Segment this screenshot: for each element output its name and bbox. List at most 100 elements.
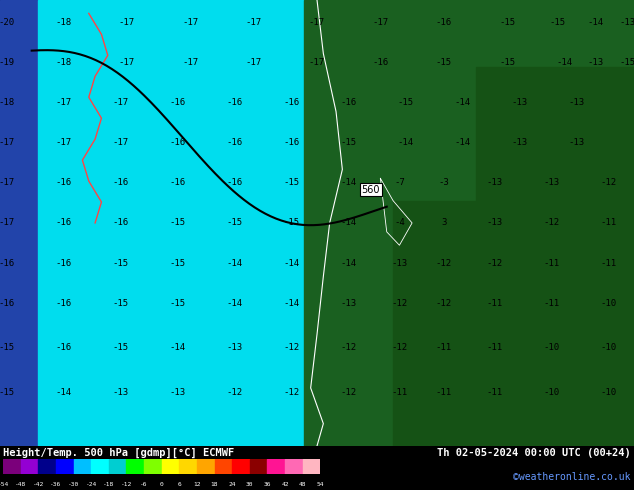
Text: -11: -11 <box>600 219 617 227</box>
Text: -18: -18 <box>103 482 115 487</box>
Text: -16: -16 <box>55 219 72 227</box>
Bar <box>0 0 63 446</box>
Text: -10: -10 <box>600 299 617 308</box>
Text: -10: -10 <box>600 388 617 397</box>
Text: -12: -12 <box>121 482 132 487</box>
Text: -13: -13 <box>486 178 503 187</box>
Bar <box>285 459 302 474</box>
Text: -16: -16 <box>112 219 129 227</box>
Bar <box>214 459 232 474</box>
Text: -16: -16 <box>0 259 15 268</box>
Text: -15: -15 <box>436 58 452 67</box>
Text: -17: -17 <box>119 18 135 27</box>
Text: -17: -17 <box>112 138 129 147</box>
Text: -6: -6 <box>140 482 148 487</box>
Text: -11: -11 <box>436 343 452 352</box>
Text: -13: -13 <box>486 219 503 227</box>
Text: -15: -15 <box>499 18 515 27</box>
Text: -15: -15 <box>283 219 300 227</box>
Text: -12: -12 <box>436 299 452 308</box>
Text: -13: -13 <box>226 343 243 352</box>
Bar <box>3 459 21 474</box>
Text: -10: -10 <box>543 388 560 397</box>
Text: -17: -17 <box>119 58 135 67</box>
Text: -16: -16 <box>436 18 452 27</box>
Text: 3: 3 <box>441 219 446 227</box>
Text: -16: -16 <box>55 259 72 268</box>
Text: -16: -16 <box>169 138 186 147</box>
Text: -13: -13 <box>391 259 408 268</box>
Text: -16: -16 <box>283 138 300 147</box>
Bar <box>232 459 250 474</box>
Bar <box>268 459 285 474</box>
Text: -14: -14 <box>55 388 72 397</box>
Bar <box>144 459 162 474</box>
Text: -11: -11 <box>543 299 560 308</box>
Text: 48: 48 <box>299 482 306 487</box>
Text: -11: -11 <box>486 299 503 308</box>
Text: -14: -14 <box>340 219 357 227</box>
Text: -11: -11 <box>486 388 503 397</box>
Text: -12: -12 <box>340 343 357 352</box>
Text: -17: -17 <box>112 98 129 107</box>
Text: -14: -14 <box>556 58 573 67</box>
Text: -15: -15 <box>398 98 414 107</box>
Text: -19: -19 <box>0 58 15 67</box>
Text: -17: -17 <box>309 18 325 27</box>
Text: -16: -16 <box>372 58 389 67</box>
Text: -13: -13 <box>569 138 585 147</box>
Text: -16: -16 <box>55 299 72 308</box>
Text: -13: -13 <box>619 18 634 27</box>
Text: -14: -14 <box>340 259 357 268</box>
Text: -11: -11 <box>486 343 503 352</box>
Text: -13: -13 <box>512 138 528 147</box>
Text: -17: -17 <box>0 219 15 227</box>
Text: -16: -16 <box>226 178 243 187</box>
Text: 24: 24 <box>228 482 236 487</box>
Text: -11: -11 <box>543 259 560 268</box>
Bar <box>476 67 634 201</box>
Text: -24: -24 <box>86 482 97 487</box>
Text: -15: -15 <box>283 178 300 187</box>
Text: -15: -15 <box>169 259 186 268</box>
Text: -10: -10 <box>600 343 617 352</box>
Text: -36: -36 <box>50 482 61 487</box>
Text: -13: -13 <box>569 98 585 107</box>
Text: -16: -16 <box>340 98 357 107</box>
Bar <box>162 459 179 474</box>
Text: 30: 30 <box>246 482 254 487</box>
Text: -17: -17 <box>0 138 15 147</box>
Text: -12: -12 <box>543 219 560 227</box>
Text: -18: -18 <box>0 98 15 107</box>
Text: 18: 18 <box>210 482 218 487</box>
Text: -10: -10 <box>543 343 560 352</box>
Text: -15: -15 <box>550 18 566 27</box>
Text: -13: -13 <box>169 388 186 397</box>
Bar <box>56 459 74 474</box>
Text: -7: -7 <box>394 178 404 187</box>
Text: -18: -18 <box>55 18 72 27</box>
Text: 42: 42 <box>281 482 288 487</box>
Bar <box>21 459 39 474</box>
Text: -15: -15 <box>112 299 129 308</box>
Text: -16: -16 <box>226 98 243 107</box>
Text: -12: -12 <box>226 388 243 397</box>
Text: -15: -15 <box>112 343 129 352</box>
Text: -15: -15 <box>619 58 634 67</box>
Text: -4: -4 <box>394 219 404 227</box>
Text: -17: -17 <box>182 18 198 27</box>
Bar <box>302 459 320 474</box>
Text: -14: -14 <box>455 98 471 107</box>
Text: 0: 0 <box>160 482 164 487</box>
Text: -14: -14 <box>226 259 243 268</box>
Text: -30: -30 <box>68 482 79 487</box>
Text: -12: -12 <box>391 299 408 308</box>
Text: 12: 12 <box>193 482 200 487</box>
Text: -14: -14 <box>398 138 414 147</box>
Text: -15: -15 <box>112 259 129 268</box>
Bar <box>179 459 197 474</box>
Text: -14: -14 <box>340 178 357 187</box>
Text: -16: -16 <box>55 178 72 187</box>
Text: -12: -12 <box>486 259 503 268</box>
Text: -15: -15 <box>340 138 357 147</box>
